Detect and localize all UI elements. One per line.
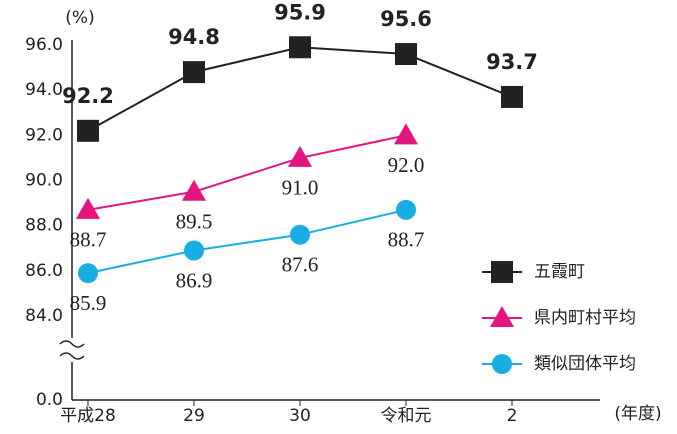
x-unit: (年度) — [614, 404, 661, 424]
legend-label: 類似団体平均 — [534, 354, 636, 374]
data-label: 93.7 — [486, 50, 538, 74]
data-label: 85.9 — [70, 291, 107, 315]
legend-label: 五霞町 — [534, 262, 585, 282]
data-label: 92.2 — [62, 84, 114, 108]
y-tick-label: 86.0 — [25, 261, 63, 281]
x-tick-label: 平成28 — [60, 406, 116, 426]
data-label: 91.0 — [282, 176, 319, 200]
legend-marker — [491, 261, 513, 283]
x-tick-label: 29 — [183, 406, 205, 426]
point — [184, 240, 204, 261]
data-label: 95.9 — [274, 0, 326, 24]
point — [289, 36, 311, 59]
point — [78, 263, 98, 284]
point — [501, 85, 523, 108]
legend-marker — [490, 306, 514, 327]
y-unit: (%) — [65, 8, 94, 28]
series-line — [87, 134, 407, 211]
legend-marker — [492, 354, 512, 374]
point — [290, 224, 310, 245]
data-label: 86.9 — [176, 268, 213, 292]
data-label: 92.0 — [388, 153, 425, 177]
x-tick-label: 30 — [289, 406, 311, 426]
data-label: 88.7 — [388, 228, 425, 252]
x-tick-label: 2 — [507, 406, 518, 426]
point — [396, 199, 416, 220]
y-tick-label: 94.0 — [25, 80, 63, 100]
series-line — [87, 46, 513, 132]
point — [394, 123, 418, 145]
data-label: 88.7 — [70, 228, 107, 252]
data-label: 89.5 — [176, 210, 213, 234]
y-tick-label: 92.0 — [25, 125, 63, 145]
data-label: 94.8 — [168, 25, 220, 49]
point — [182, 179, 206, 201]
series-line — [87, 208, 407, 275]
point — [395, 43, 417, 66]
point — [76, 197, 100, 219]
legend-label: 県内町村平均 — [534, 308, 636, 328]
point — [77, 119, 99, 142]
y-tick-label: 96.0 — [25, 35, 63, 55]
x-tick-label: 令和元 — [381, 406, 432, 426]
y-tick-label: 90.0 — [25, 171, 63, 191]
y-tick-label: 88.0 — [25, 216, 63, 236]
axis-break — [59, 340, 85, 360]
y-tick-label: 84.0 — [25, 306, 63, 326]
data-label: 95.6 — [380, 7, 432, 31]
point — [288, 145, 312, 167]
data-label: 87.6 — [282, 253, 319, 277]
y-tick-label: 0.0 — [36, 390, 63, 410]
point — [183, 61, 205, 84]
